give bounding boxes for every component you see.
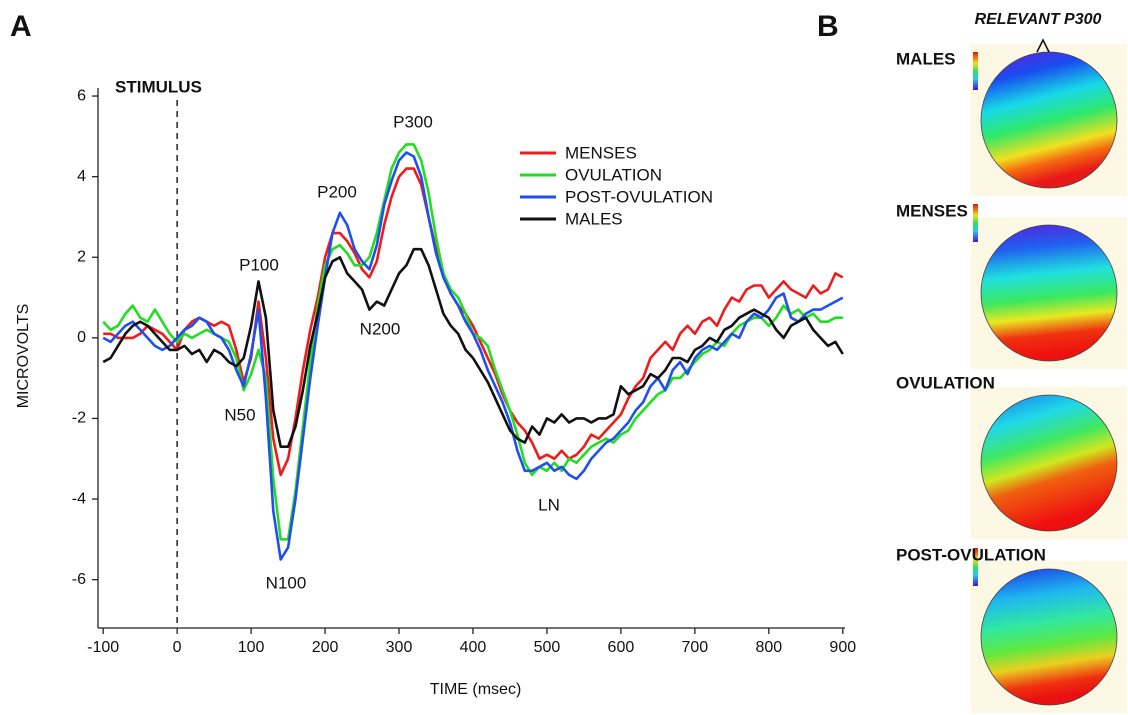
erp-chart: -6 -4 -2 0 2 4 6 -100 0 100 200 300 400 500 600 700 800 9…: [15, 77, 856, 698]
map-label: OVULATION: [896, 373, 995, 392]
x-tick-label: 600: [608, 639, 635, 656]
series-line: [102, 247, 844, 448]
y-tick-label: 2: [77, 248, 86, 265]
peak-annotation: N100: [266, 573, 307, 592]
x-axis-label: TIME (msec): [430, 681, 522, 698]
x-tick-label: -100: [87, 639, 119, 656]
colorbar: [973, 52, 978, 90]
x-tick-label: 400: [460, 639, 487, 656]
peak-annotation: P200: [317, 182, 357, 201]
map-label: MALES: [896, 49, 956, 68]
y-tick-label: -2: [72, 410, 86, 427]
peak-annotation: P100: [239, 255, 279, 274]
x-tick-label: 100: [238, 639, 265, 656]
legend-label: MALES: [565, 209, 623, 228]
nose-marker: [1036, 38, 1050, 53]
legend-label: POST-OVULATION: [565, 187, 713, 206]
topomap: [980, 394, 1118, 532]
y-tick-label: 4: [77, 168, 86, 185]
topomaps: RELEVANT P300 MALES MENSES OVULATION POST-OV…: [896, 11, 1127, 713]
peak-annotation: P300: [393, 112, 433, 131]
topomap: [980, 51, 1118, 189]
series-line: [103, 167, 844, 477]
peak-annotation: N200: [360, 319, 401, 338]
x-tick-label: 300: [386, 639, 413, 656]
y-tick-label: -4: [72, 490, 86, 507]
map-label: POST-OVULATION: [896, 545, 1046, 564]
map-label: MENSES: [896, 201, 968, 220]
topomap: [980, 568, 1118, 706]
y-tick-label: 6: [77, 87, 86, 104]
y-tick-label: 0: [77, 329, 86, 346]
peak-annotation: N50: [224, 405, 255, 424]
topomap: [980, 224, 1118, 362]
y-axis-label: MICROVOLTS: [15, 304, 32, 409]
peak-annotation: LN: [538, 495, 560, 514]
x-tick-label: 500: [534, 639, 561, 656]
x-tick-label: 200: [312, 639, 339, 656]
x-tick-label: 900: [829, 639, 856, 656]
series-line: [102, 143, 843, 541]
colorbar: [973, 204, 978, 242]
panel-label: B: [817, 10, 839, 43]
legend-label: MENSES: [565, 143, 637, 162]
y-tick-label: -6: [72, 571, 86, 588]
x-tick-label: 0: [173, 639, 182, 656]
series-line: [102, 151, 844, 561]
panel-label: A: [10, 10, 32, 43]
x-tick-label: 700: [682, 639, 709, 656]
topomap-title: RELEVANT P300: [975, 11, 1102, 28]
colorbar: [973, 548, 978, 586]
x-tick-label: 800: [755, 639, 782, 656]
legend-label: OVULATION: [565, 165, 662, 184]
peak-annotation: STIMULUS: [115, 77, 202, 96]
